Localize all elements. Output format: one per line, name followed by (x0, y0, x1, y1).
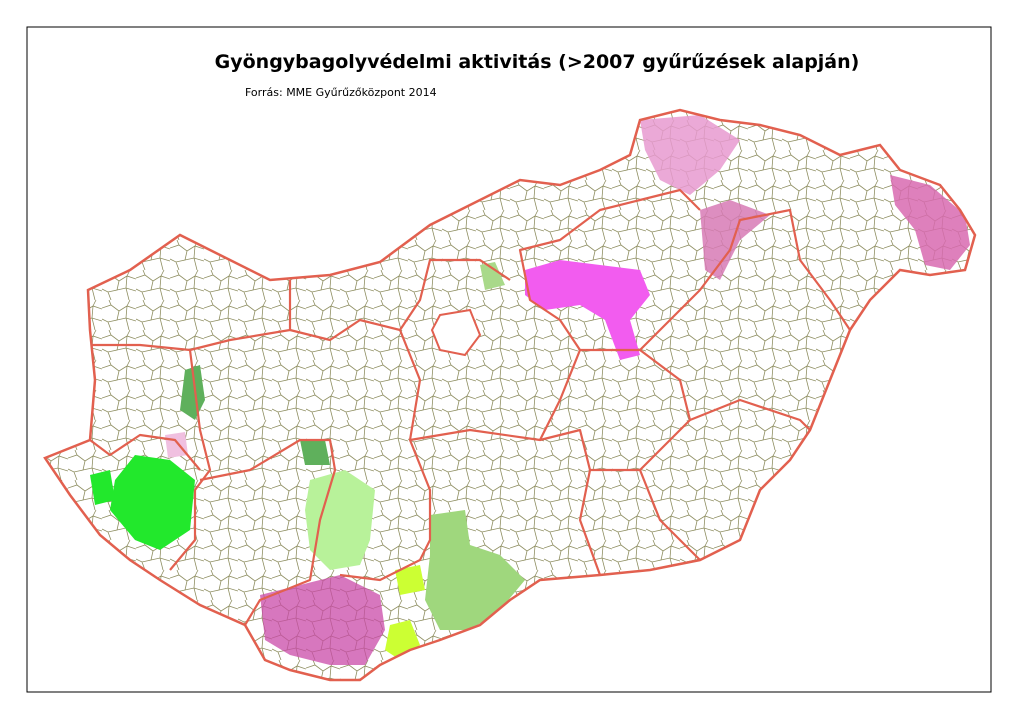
county-border (399, 258, 511, 331)
patch-pink (890, 175, 970, 270)
patch-pink (700, 200, 770, 280)
activity-patches (90, 115, 970, 665)
county-border (639, 208, 851, 351)
patch-darkgreen (180, 365, 205, 420)
patch-lightgreen (425, 510, 525, 630)
county-borders (88, 188, 851, 626)
county-border (89, 433, 201, 471)
budapest (430, 308, 482, 357)
patch-yellowgreen (395, 565, 425, 595)
map-title: Gyöngybagolyvédelmi aktivitás (>2007 gyű… (215, 51, 860, 73)
county-border (88, 280, 292, 352)
patch-lightgreen (480, 262, 505, 290)
county-border (518, 188, 701, 351)
county-border (638, 469, 701, 561)
patch-darkgreen (300, 440, 330, 465)
patch-lightgreen (305, 470, 375, 570)
patch-lightpink (165, 432, 188, 458)
patch-green (110, 455, 195, 550)
patch-violet (260, 575, 385, 665)
patch-magenta (525, 260, 650, 360)
county-border (409, 428, 602, 576)
map-source: Forrás: MME Gyűrűzőközpont 2014 (245, 86, 437, 99)
patch-green (90, 470, 115, 505)
county-border (199, 438, 337, 626)
county-border (689, 398, 811, 431)
county-border (539, 348, 692, 472)
patch-pink (640, 115, 740, 195)
